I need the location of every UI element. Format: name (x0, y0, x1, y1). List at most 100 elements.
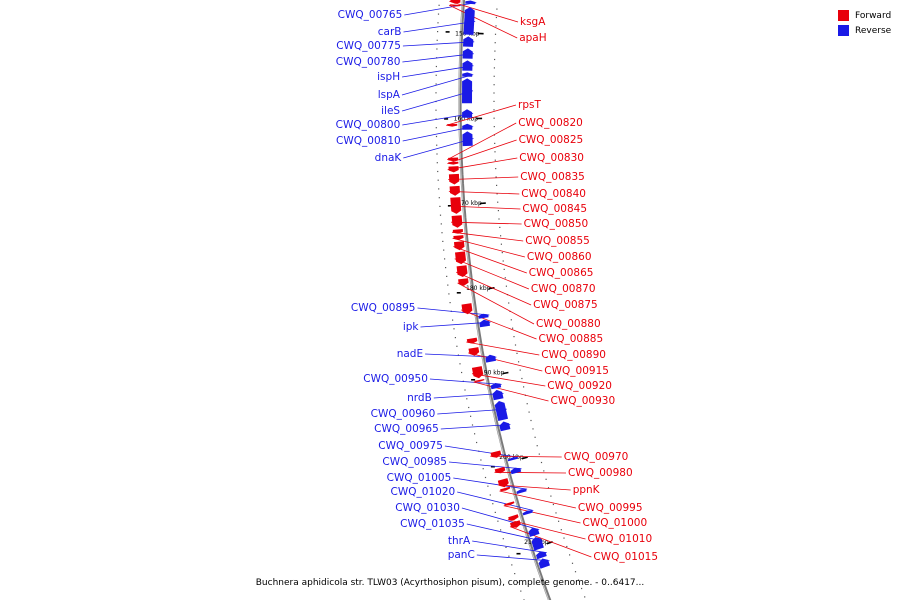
gene-label-CWQ_00970[interactable]: CWQ_00970 (564, 451, 629, 463)
gene-arrow-dnaK[interactable] (462, 131, 473, 147)
gene-arrow-CWQ_00780[interactable] (462, 48, 473, 59)
gene-label-CWQ_00865[interactable]: CWQ_00865 (529, 267, 594, 279)
gene-label-CWQ_00860[interactable]: CWQ_00860 (527, 251, 592, 263)
gene-label-CWQ_00980[interactable]: CWQ_00980 (568, 467, 633, 479)
gene-label-CWQ_00975[interactable]: CWQ_00975 (378, 440, 443, 452)
gene-arrow-ksgA[interactable] (450, 0, 461, 4)
gene-label-CWQ_00850[interactable]: CWQ_00850 (524, 218, 589, 230)
gene-arrow-CWQ_00980[interactable] (494, 466, 506, 474)
gene-label-apaH[interactable]: apaH (519, 32, 546, 44)
gene-label-carB[interactable]: carB (378, 26, 402, 38)
gene-label-lspA[interactable]: lspA (378, 89, 401, 101)
gene-label-CWQ_00855[interactable]: CWQ_00855 (525, 235, 590, 247)
gene-arrow-CWQ_00965[interactable] (499, 421, 511, 432)
gene-label-CWQ_00820[interactable]: CWQ_00820 (518, 117, 583, 129)
gene-arrow-CWQ_01020[interactable] (522, 510, 533, 516)
gene-arrow-CWQ_00850[interactable] (451, 215, 463, 228)
gene-label-nrdB[interactable]: nrdB (407, 392, 432, 404)
gene-label-CWQ_00780[interactable]: CWQ_00780 (336, 56, 401, 68)
gene-label-CWQ_01010[interactable]: CWQ_01010 (588, 533, 653, 545)
gene-label-dnaK[interactable]: dnaK (375, 152, 403, 164)
gene-arrow-CWQ_00950[interactable] (490, 383, 502, 390)
gene-arrow-carB[interactable] (463, 7, 475, 35)
gene-arrow-CWQ_00920[interactable] (471, 366, 484, 379)
gene-arrow-CWQ_00875[interactable] (456, 265, 468, 277)
gene-arrow-CWQ_00930[interactable] (474, 379, 485, 382)
gene-label-CWQ_00930[interactable]: CWQ_00930 (551, 395, 616, 407)
gene-arrow-CWQ_00970[interactable] (490, 450, 502, 458)
gene-arrow-CWQ_00915[interactable] (468, 347, 480, 356)
gene-label-CWQ_01000[interactable]: CWQ_01000 (583, 517, 648, 529)
gene-label-CWQ_00845[interactable]: CWQ_00845 (522, 203, 587, 215)
gene-arrow-CWQ_00860[interactable] (453, 235, 464, 240)
gene-arrow-rpsT[interactable] (447, 123, 458, 127)
gene-arrow-ispH[interactable] (462, 60, 473, 71)
gene-arrow-panC[interactable] (538, 558, 550, 569)
gene-label-ppnK[interactable]: ppnK (573, 484, 601, 496)
gene-arrow-CWQ_01010[interactable] (508, 514, 519, 520)
gene-label-ileS[interactable]: ileS (381, 105, 400, 117)
gene-label-CWQ_00950[interactable]: CWQ_00950 (363, 373, 428, 385)
gene-label-CWQ_01030[interactable]: CWQ_01030 (395, 502, 460, 514)
gene-arrow-CWQ_00840[interactable] (449, 185, 460, 196)
gene-label-CWQ_00895[interactable]: CWQ_00895 (351, 302, 416, 314)
gene-label-CWQ_00885[interactable]: CWQ_00885 (539, 333, 604, 345)
gene-label-CWQ_00765[interactable]: CWQ_00765 (338, 9, 403, 21)
gene-label-nadE[interactable]: nadE (397, 348, 423, 360)
gene-arrow-CWQ_00960[interactable] (494, 401, 508, 421)
gene-arrow-nrdB[interactable] (492, 389, 504, 401)
gene-arrow-CWQ_00765[interactable] (465, 0, 476, 5)
gene-label-ipk[interactable]: ipk (403, 321, 420, 333)
gene-arrow-CWQ_00870[interactable] (455, 251, 466, 265)
gene-label-CWQ_00875[interactable]: CWQ_00875 (533, 299, 598, 311)
gene-arrow-CWQ_00890[interactable] (466, 337, 478, 344)
gene-arrow-CWQ_00800[interactable] (462, 109, 473, 118)
gene-label-CWQ_01005[interactable]: CWQ_01005 (387, 472, 452, 484)
gene-arrow-apaH[interactable] (450, 4, 461, 7)
gene-label-CWQ_00920[interactable]: CWQ_00920 (547, 380, 612, 392)
gene-label-CWQ_00840[interactable]: CWQ_00840 (521, 188, 586, 200)
gene-arrow-thrA[interactable] (536, 551, 547, 560)
gene-arrow-CWQ_01035[interactable] (531, 537, 544, 551)
gene-arrow-CWQ_00830[interactable] (448, 166, 459, 173)
gene-arrow-lspA[interactable] (462, 72, 473, 77)
gene-label-CWQ_00835[interactable]: CWQ_00835 (520, 171, 585, 183)
gene-arrow-ileS[interactable] (462, 78, 473, 104)
gene-label-CWQ_00965[interactable]: CWQ_00965 (374, 423, 439, 435)
gene-label-CWQ_00890[interactable]: CWQ_00890 (541, 349, 606, 361)
gene-label-CWQ_00985[interactable]: CWQ_00985 (382, 456, 447, 468)
gene-label-CWQ_00830[interactable]: CWQ_00830 (519, 152, 584, 164)
gene-label-CWQ_00870[interactable]: CWQ_00870 (531, 283, 596, 295)
gene-label-rpsT[interactable]: rpsT (518, 99, 541, 111)
gene-label-ispH[interactable]: ispH (377, 71, 400, 83)
gene-arrow-CWQ_00975[interactable] (507, 457, 518, 462)
gene-label-CWQ_00880[interactable]: CWQ_00880 (536, 318, 601, 330)
gene-arrow-CWQ_01000[interactable] (504, 501, 515, 506)
gene-label-CWQ_00825[interactable]: CWQ_00825 (519, 134, 584, 146)
gene-label-panC[interactable]: panC (448, 549, 475, 561)
gene-label-ksgA[interactable]: ksgA (520, 16, 546, 28)
gene-arrow-CWQ_00895[interactable] (478, 313, 489, 319)
gene-arrow-CWQ_00865[interactable] (454, 241, 465, 251)
gene-label-CWQ_01015[interactable]: CWQ_01015 (593, 551, 658, 563)
gene-arrow-CWQ_00880[interactable] (458, 278, 469, 286)
gene-label-CWQ_00775[interactable]: CWQ_00775 (336, 40, 401, 52)
gene-arrow-CWQ_00985[interactable] (510, 467, 522, 475)
gene-arrow-CWQ_00855[interactable] (452, 229, 463, 234)
gene-arrow-CWQ_01030[interactable] (528, 527, 540, 537)
gene-arrow-nadE[interactable] (485, 354, 496, 363)
gene-label-CWQ_00995[interactable]: CWQ_00995 (578, 502, 643, 514)
gene-label-CWQ_01035[interactable]: CWQ_01035 (400, 518, 465, 530)
gene-label-CWQ_00960[interactable]: CWQ_00960 (371, 408, 436, 420)
gene-label-CWQ_00810[interactable]: CWQ_00810 (336, 135, 401, 147)
gene-arrow-CWQ_01005[interactable] (516, 489, 527, 494)
gene-arrow-CWQ_00885[interactable] (461, 303, 473, 315)
gene-arrow-ppnK[interactable] (497, 478, 509, 488)
gene-arrow-CWQ_01015[interactable] (510, 520, 521, 528)
gene-arrow-ipk[interactable] (479, 319, 490, 328)
gene-label-CWQ_01020[interactable]: CWQ_01020 (391, 486, 456, 498)
gene-arrow-CWQ_00810[interactable] (462, 123, 473, 130)
gene-arrow-CWQ_00835[interactable] (448, 173, 460, 185)
gene-arrow-CWQ_00825[interactable] (448, 161, 459, 165)
gene-label-CWQ_00800[interactable]: CWQ_00800 (336, 119, 401, 131)
